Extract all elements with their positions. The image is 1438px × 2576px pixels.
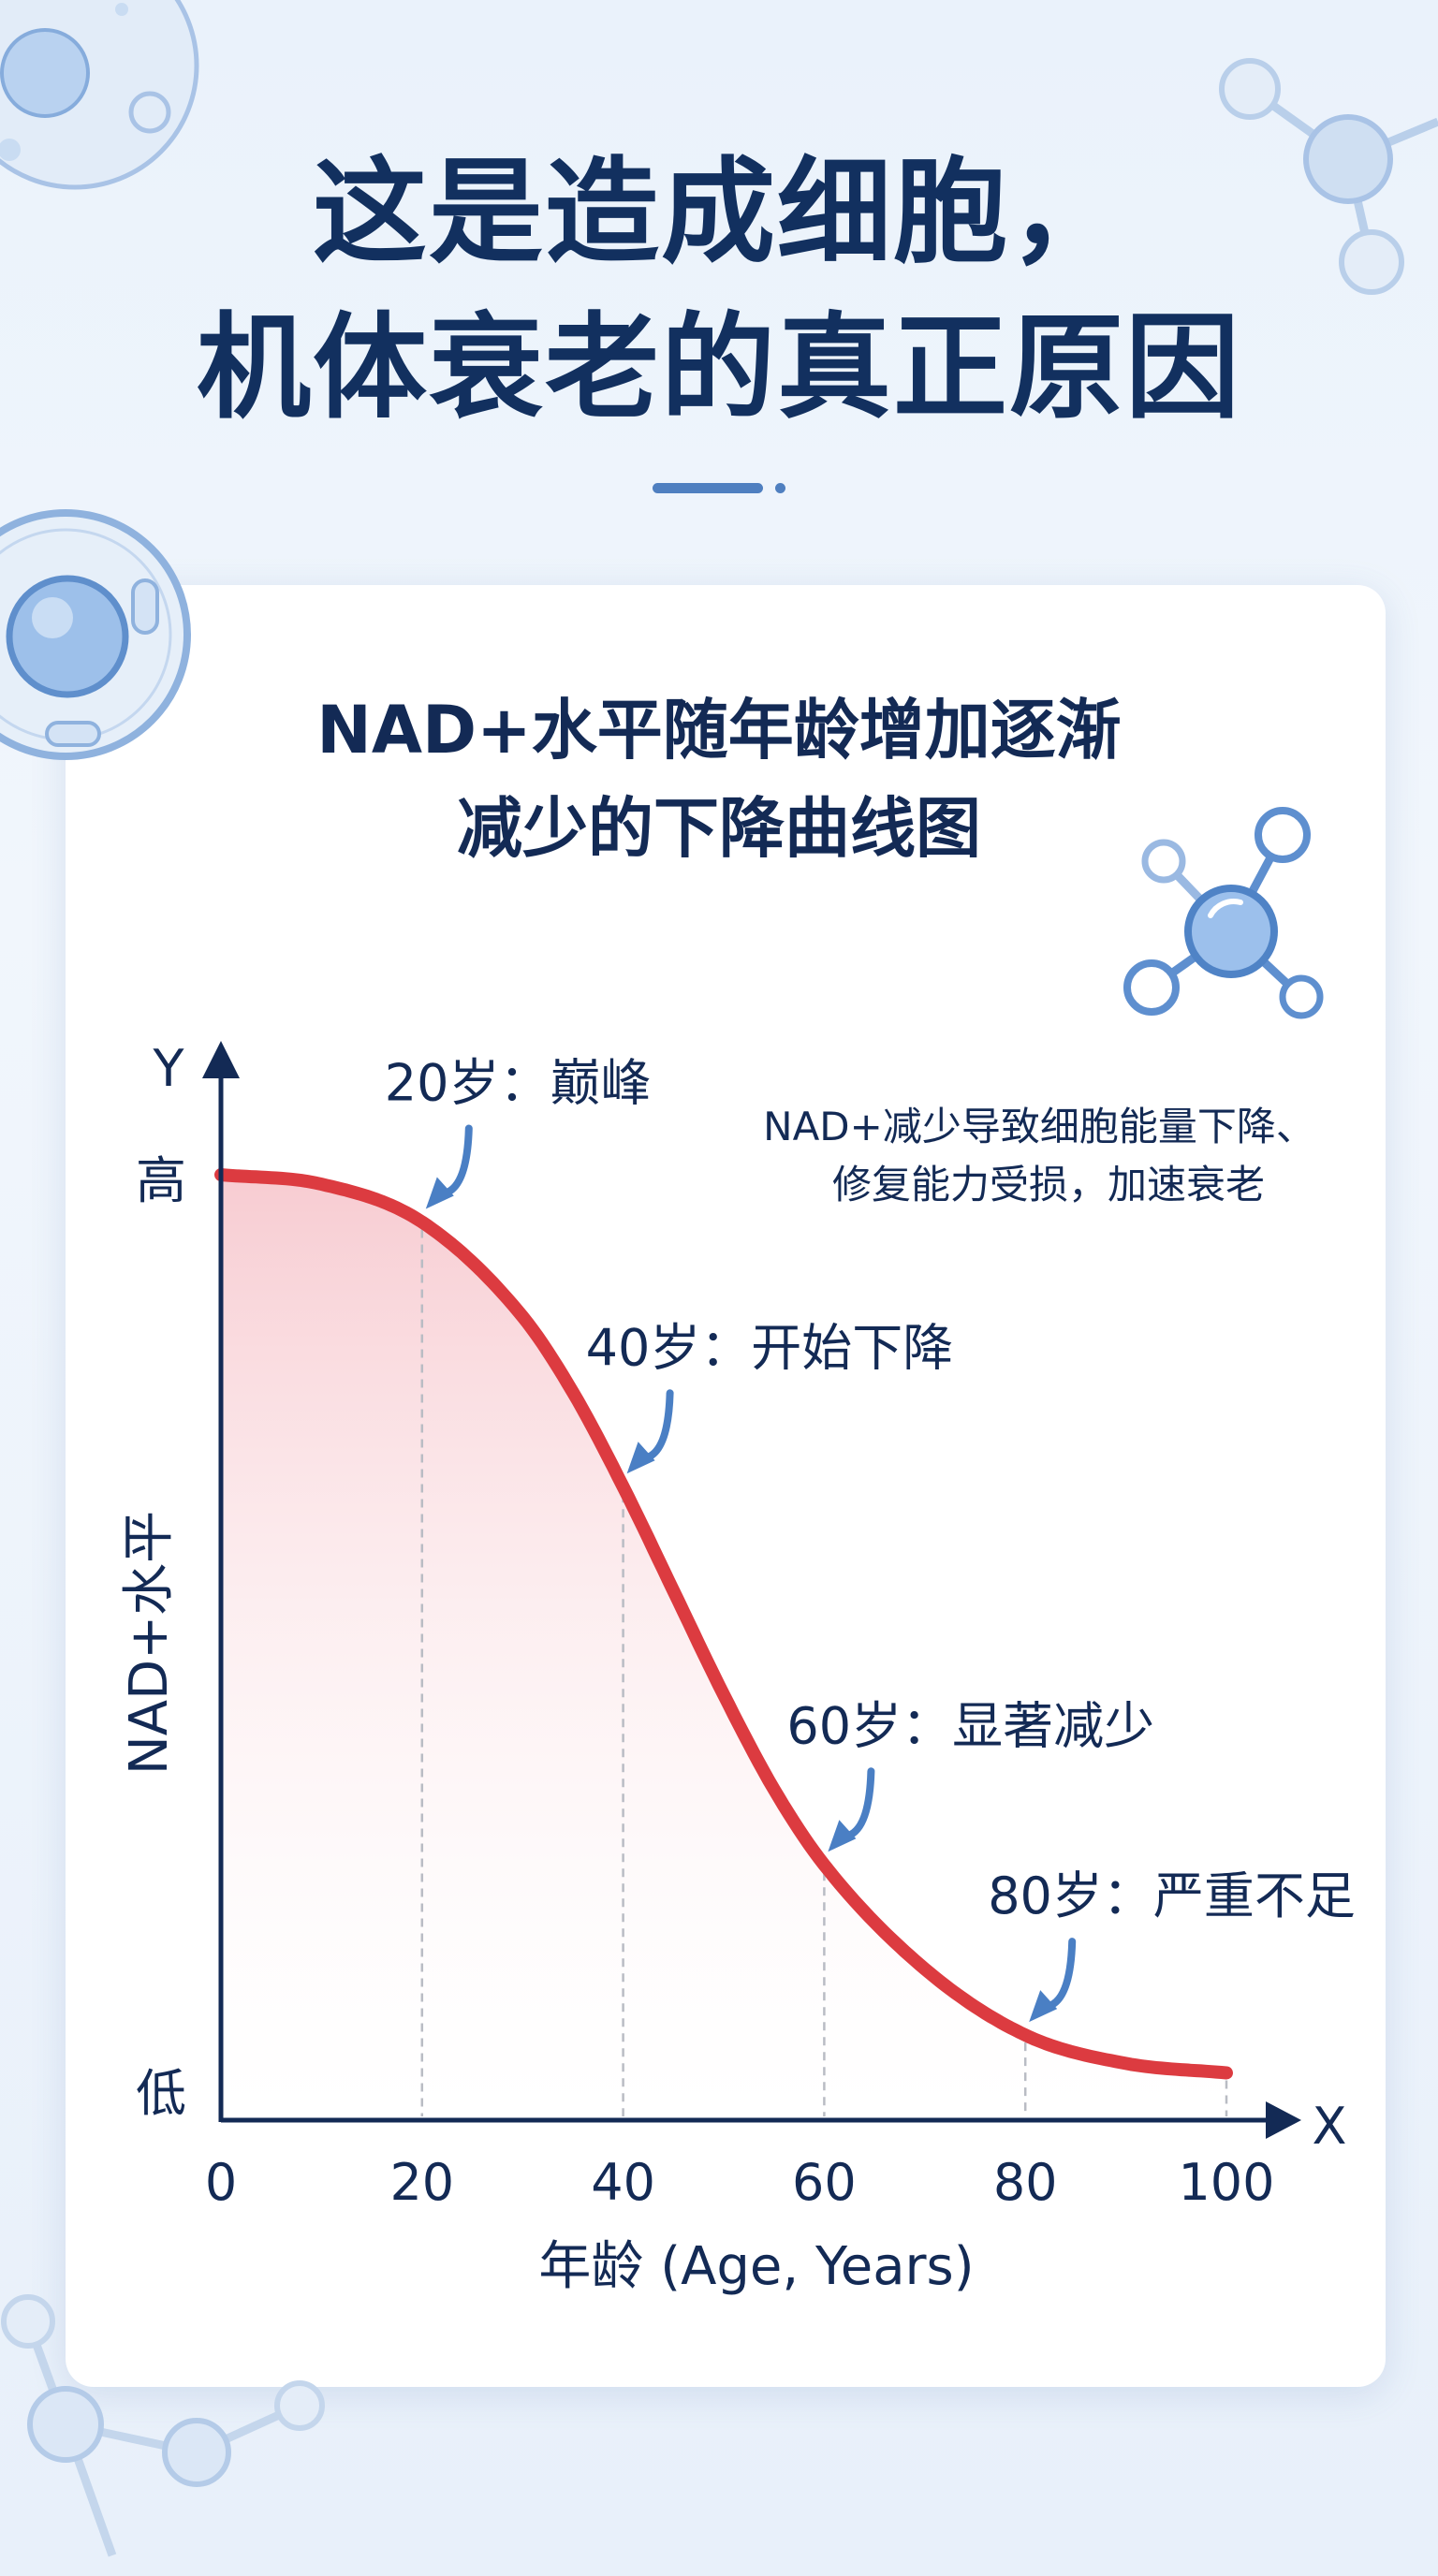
x-tick-label-0: 0 [205, 2153, 237, 2212]
title-divider [653, 483, 763, 493]
x-axis-letter: X [1313, 2097, 1347, 2156]
curve-area-fill [221, 1175, 1226, 2120]
annotation-label-60: 60岁：显著减少 [786, 1696, 1154, 1755]
annotation-arrowhead-20 [425, 1177, 454, 1209]
annotation-label-20: 20岁：巅峰 [385, 1054, 652, 1113]
x-axis-label: 年龄 (Age, Years) [538, 2236, 974, 2297]
y-tick-low: 低 [136, 2064, 186, 2123]
annotation-arrowhead-80 [1029, 1990, 1058, 2023]
title-divider-dot [775, 483, 785, 493]
x-tick-label-60: 60 [792, 2153, 857, 2212]
headline-line-1: 这是造成细胞， [313, 146, 1125, 279]
annotation-40: 40岁：开始下降 [586, 1318, 954, 1474]
x-tick-label-100: 100 [1178, 2153, 1274, 2212]
cell-decoration-left-icon [0, 509, 191, 760]
chart-note-line-2: 修复能力受损，加速衰老 [832, 1162, 1265, 1208]
chart-title-line-2: 减少的下降曲线图 [457, 790, 981, 867]
cell-decoration-top-left-icon [0, 0, 199, 190]
annotation-60: 60岁：显著减少 [786, 1696, 1154, 1852]
annotation-arrow-20 [436, 1124, 473, 1198]
x-tick-label-80: 80 [993, 2153, 1058, 2212]
x-tick-label-40: 40 [591, 2153, 655, 2212]
annotation-arrow-40 [638, 1389, 674, 1463]
annotation-label-80: 80岁：严重不足 [988, 1866, 1356, 1925]
headline-line-2: 机体衰老的真正原因 [197, 301, 1241, 434]
x-axis-arrowhead [1266, 2101, 1301, 2139]
molecule-decoration-top-right-icon [1219, 58, 1438, 295]
y-axis-arrowhead [202, 1041, 240, 1078]
y-axis-label: NAD+水平 [119, 1511, 180, 1775]
nad-curve-line [214, 1168, 1233, 2080]
annotation-arrowhead-40 [626, 1442, 655, 1474]
annotation-label-40: 40岁：开始下降 [586, 1318, 954, 1377]
molecule-decoration-bottom-left-icon [1, 2294, 325, 2557]
annotation-arrow-80 [1040, 1938, 1077, 2012]
annotation-arrowhead-60 [828, 1820, 857, 1852]
annotation-20: 20岁：巅峰 [385, 1054, 652, 1209]
chart-note-line-1: NAD+减少导致细胞能量下降、 [763, 1104, 1315, 1149]
y-tick-high: 高 [136, 1151, 186, 1210]
chart-title-line-1: NAD+水平随年龄增加逐渐 [316, 692, 1122, 768]
x-tick-label-20: 20 [389, 2153, 454, 2212]
y-axis-letter: Y [153, 1039, 185, 1098]
annotation-80: 80岁：严重不足 [988, 1866, 1356, 2023]
annotation-arrow-60 [839, 1767, 875, 1841]
molecule-icon [1123, 807, 1324, 1019]
